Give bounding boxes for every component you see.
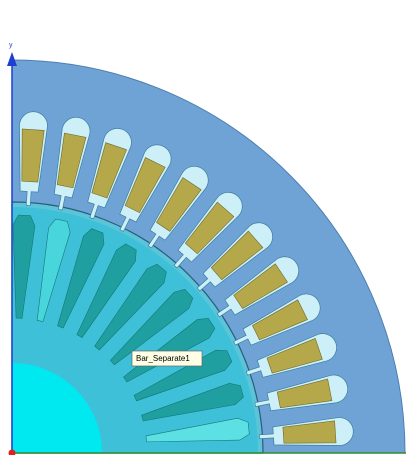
origin: [8, 449, 16, 455]
bar-shape: [141, 383, 244, 422]
stator-slot: [254, 374, 348, 412]
coil: [233, 263, 288, 309]
stator-slot: [147, 165, 209, 249]
y-axis-label: y: [9, 42, 13, 49]
tooltip-text: Bar_Separate1: [136, 354, 190, 363]
bar-shape: [76, 243, 137, 338]
coil: [282, 420, 337, 444]
coil: [276, 378, 333, 409]
stator-slot: [19, 111, 48, 207]
stator-slot: [258, 417, 354, 446]
bar-shape: [12, 214, 36, 319]
rotor-bar: [141, 383, 244, 422]
rotor-bar: [133, 349, 233, 402]
bar-shape: [57, 228, 105, 329]
stator-slot: [233, 293, 321, 346]
bar-shape: [133, 349, 233, 402]
rotor-bar: [36, 218, 71, 322]
stator-slot: [87, 128, 132, 220]
rotor-bar: [12, 214, 36, 319]
tooltip-box: [131, 350, 203, 367]
coil: [91, 142, 127, 199]
stator-slot: [216, 256, 300, 318]
coil: [184, 201, 235, 255]
coil: [124, 157, 166, 213]
stator-slot: [245, 333, 337, 378]
tooltip: Bar_Separate1: [131, 350, 203, 367]
coil: [156, 177, 202, 232]
motor-geometry: [11, 59, 406, 454]
shaft: [12, 363, 102, 453]
coil: [252, 299, 308, 341]
y-axis-arrow: [7, 52, 17, 66]
bar-shape: [94, 263, 167, 351]
rotor-bar: [145, 417, 250, 443]
coil: [21, 128, 45, 183]
bar-shape: [109, 288, 194, 366]
stator-slot: [119, 144, 172, 232]
stator-slot: [173, 192, 243, 269]
rotor-bar: [94, 263, 167, 351]
coil: [210, 230, 264, 281]
rotor-bar: [57, 228, 105, 329]
rotor-bar: [109, 288, 194, 366]
stator-slot: [196, 222, 273, 292]
stator-slot: [53, 117, 91, 211]
rotor-bar: [76, 243, 137, 338]
bar-shape: [36, 218, 71, 322]
bar-shape: [145, 417, 250, 443]
coil: [266, 338, 323, 374]
coil: [56, 132, 87, 189]
